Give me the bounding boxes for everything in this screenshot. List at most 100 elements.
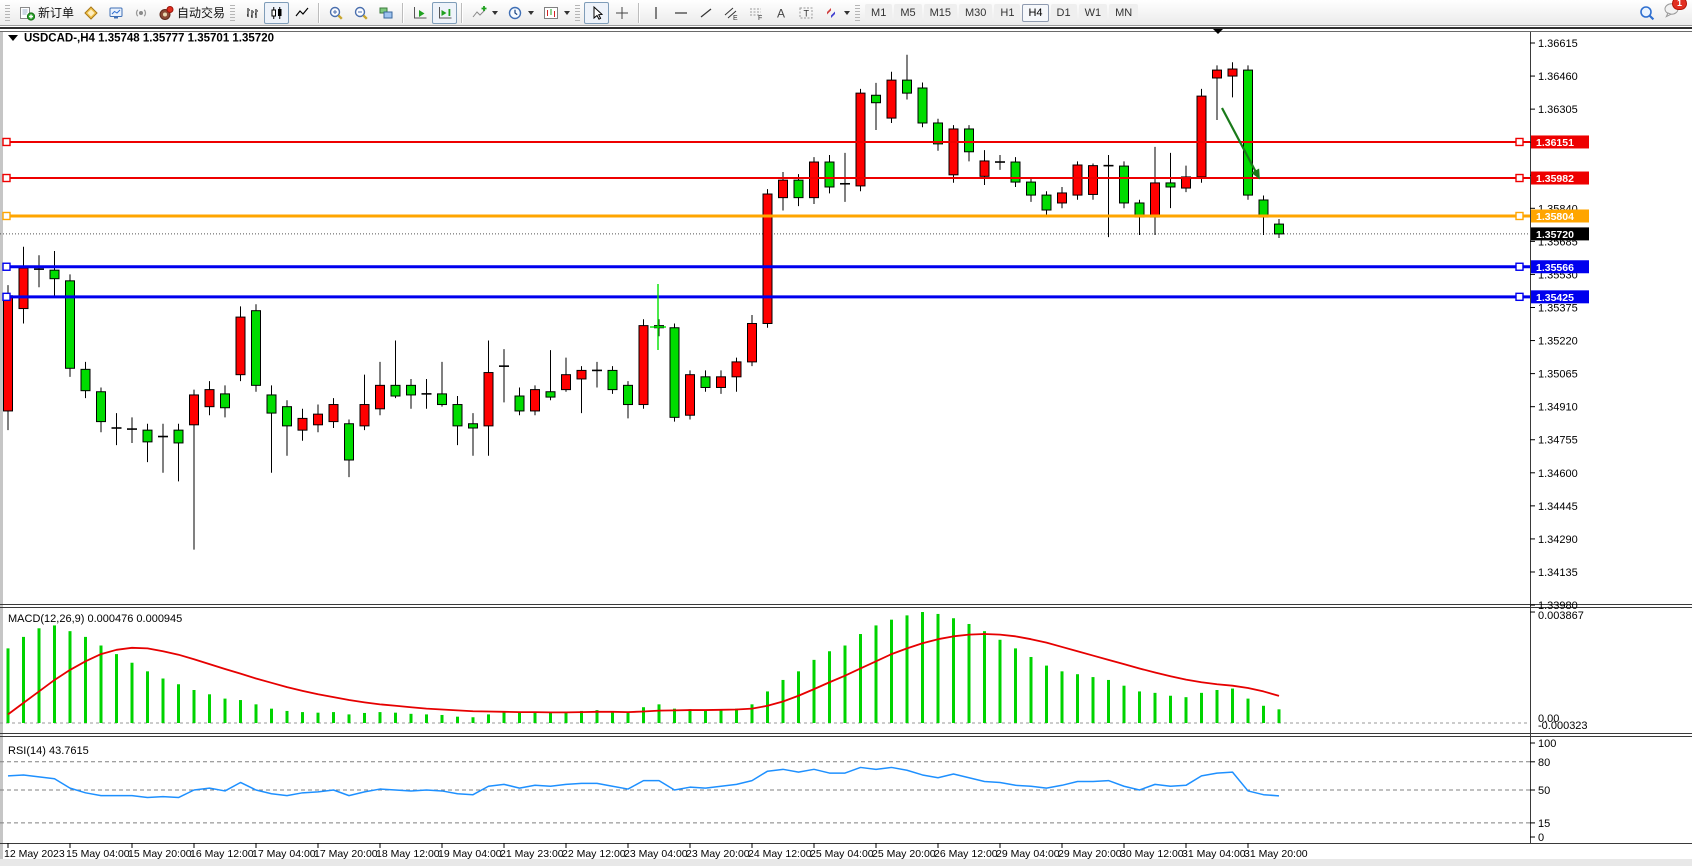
svg-text:MACD(12,26,9) 0.000476 0.00094: MACD(12,26,9) 0.000476 0.000945 xyxy=(8,613,182,625)
arrows-button[interactable] xyxy=(818,2,854,24)
tab-h4[interactable]: H4 xyxy=(1022,3,1049,22)
svg-text:0.003867: 0.003867 xyxy=(1538,610,1584,622)
svg-text:0: 0 xyxy=(1538,832,1544,844)
chart-shift-icon xyxy=(436,5,453,21)
svg-text:15 May 20:00: 15 May 20:00 xyxy=(128,848,192,860)
tab-d1[interactable]: D1 xyxy=(1050,3,1077,22)
channel-icon: E xyxy=(722,5,739,21)
auto-scroll-icon xyxy=(411,5,428,21)
auto-scroll-button[interactable] xyxy=(407,2,432,24)
price-lines-layer[interactable]: 1.36151 1.35982 1.35804 1.35566 1.35425 xyxy=(2,135,1589,304)
toolbar-grip[interactable] xyxy=(575,4,581,21)
gold-button[interactable] xyxy=(78,2,103,24)
toolbar-right-group: 1 xyxy=(1638,0,1688,24)
svg-text:25 May 04:00: 25 May 04:00 xyxy=(810,848,874,860)
svg-text:29 May 04:00: 29 May 04:00 xyxy=(996,848,1060,860)
svg-text:31 May 04:00: 31 May 04:00 xyxy=(1182,848,1246,860)
zoom-out-icon xyxy=(352,5,369,21)
fibonacci-button[interactable]: F xyxy=(743,2,768,24)
svg-text:1.34135: 1.34135 xyxy=(1538,567,1578,579)
zoom-out-button[interactable] xyxy=(348,2,373,24)
svg-text:1.35375: 1.35375 xyxy=(1538,302,1578,314)
svg-text:18 May 12:00: 18 May 12:00 xyxy=(376,848,440,860)
templates-button[interactable] xyxy=(538,2,574,24)
charts-icon xyxy=(107,5,124,21)
svg-text:1.35065: 1.35065 xyxy=(1538,369,1578,381)
tab-h1[interactable]: H1 xyxy=(994,3,1021,22)
svg-text:1.36460: 1.36460 xyxy=(1538,71,1578,83)
svg-text:29 May 20:00: 29 May 20:00 xyxy=(1058,848,1122,860)
svg-text:1.35804: 1.35804 xyxy=(1536,211,1574,223)
svg-text:1.35982: 1.35982 xyxy=(1536,173,1574,185)
line-chart-icon xyxy=(293,5,310,21)
autotrading-icon xyxy=(157,5,174,21)
text-button[interactable]: A xyxy=(768,2,793,24)
zoom-in-icon xyxy=(327,5,344,21)
signals-icon xyxy=(132,5,149,21)
trendline-button[interactable] xyxy=(693,2,718,24)
svg-text:25 May 20:00: 25 May 20:00 xyxy=(872,848,936,860)
charts-button[interactable] xyxy=(103,2,128,24)
periods-button[interactable] xyxy=(502,2,538,24)
indicators-button[interactable] xyxy=(466,2,502,24)
tab-m1[interactable]: M1 xyxy=(865,3,893,22)
svg-text:1.33980: 1.33980 xyxy=(1538,600,1578,612)
candlestick-chart-button[interactable] xyxy=(264,1,290,24)
price-axis: 1.366151.364601.363051.361501.359951.358… xyxy=(1530,38,1578,612)
svg-text:31 May 20:00: 31 May 20:00 xyxy=(1244,848,1308,860)
horizontal-line-button[interactable] xyxy=(668,2,693,24)
svg-text:24 May 12:00: 24 May 12:00 xyxy=(748,848,812,860)
annotations-layer[interactable] xyxy=(650,29,1260,350)
text-label-button[interactable]: T xyxy=(793,2,818,24)
svg-text:26 May 12:00: 26 May 12:00 xyxy=(934,848,998,860)
channel-button[interactable]: E xyxy=(718,2,743,24)
svg-text:30 May 12:00: 30 May 12:00 xyxy=(1120,848,1184,860)
svg-text:23 May 04:00: 23 May 04:00 xyxy=(624,848,688,860)
tab-m30[interactable]: M30 xyxy=(959,3,993,22)
tile-windows-button[interactable] xyxy=(373,2,398,24)
macd-axis-labels: 0.003867 0.00-0.000323 xyxy=(1530,610,1588,732)
search-icon[interactable] xyxy=(1638,5,1655,21)
templates-icon xyxy=(542,5,559,21)
chart-window-frame xyxy=(0,27,1692,866)
new-order-button[interactable]: 新订单 xyxy=(14,2,78,24)
zoom-in-button[interactable] xyxy=(323,2,348,24)
autotrading-label: 自动交易 xyxy=(177,6,226,20)
svg-text:E: E xyxy=(733,15,738,21)
chevron-down-icon xyxy=(528,10,535,15)
line-chart-button[interactable] xyxy=(289,2,314,24)
new-order-icon xyxy=(18,5,35,21)
crosshair-icon xyxy=(613,5,630,21)
svg-text:USDCAD-,H4 1.35748 1.35777 1.: USDCAD-,H4 1.35748 1.35777 1.35701 1.357… xyxy=(24,33,274,45)
candlestick-chart-icon xyxy=(268,5,285,21)
separator xyxy=(318,2,320,23)
autotrading-button[interactable]: 自动交易 xyxy=(153,2,229,24)
gold-icon xyxy=(82,5,99,21)
main-toolbar: 新订单 自动交易 xyxy=(0,0,1692,26)
vertical-line-button[interactable] xyxy=(643,2,668,24)
signals-button[interactable] xyxy=(128,2,153,24)
horizontal-line-icon xyxy=(672,5,689,21)
tab-mn[interactable]: MN xyxy=(1109,3,1139,22)
tile-windows-icon xyxy=(377,5,394,21)
tab-m5[interactable]: M5 xyxy=(894,3,922,22)
svg-text:0.00: 0.00 xyxy=(1538,713,1559,725)
tab-m15[interactable]: M15 xyxy=(923,3,957,22)
notifications-button[interactable]: 1 xyxy=(1663,0,1687,24)
toolbar-grip[interactable] xyxy=(230,4,236,21)
down-arrow-annotation xyxy=(1251,168,1260,180)
svg-text:19 May 04:00: 19 May 04:00 xyxy=(438,848,502,860)
svg-text:17 May 20:00: 17 May 20:00 xyxy=(314,848,378,860)
crosshair-button[interactable] xyxy=(609,2,634,24)
cursor-button[interactable] xyxy=(584,1,610,24)
tab-w1[interactable]: W1 xyxy=(1078,3,1108,22)
svg-text:1.35220: 1.35220 xyxy=(1538,336,1578,348)
timeframe-group: M1 M5 M15 M30 H1 H4 D1 W1 MN xyxy=(864,3,1139,22)
cursor-icon xyxy=(588,5,605,21)
toolbar-grip[interactable] xyxy=(5,4,10,21)
toolbar-grip[interactable] xyxy=(855,4,861,21)
bar-chart-button[interactable] xyxy=(239,2,264,24)
svg-text:80: 80 xyxy=(1538,757,1550,769)
chart-shift-button[interactable] xyxy=(432,1,458,24)
